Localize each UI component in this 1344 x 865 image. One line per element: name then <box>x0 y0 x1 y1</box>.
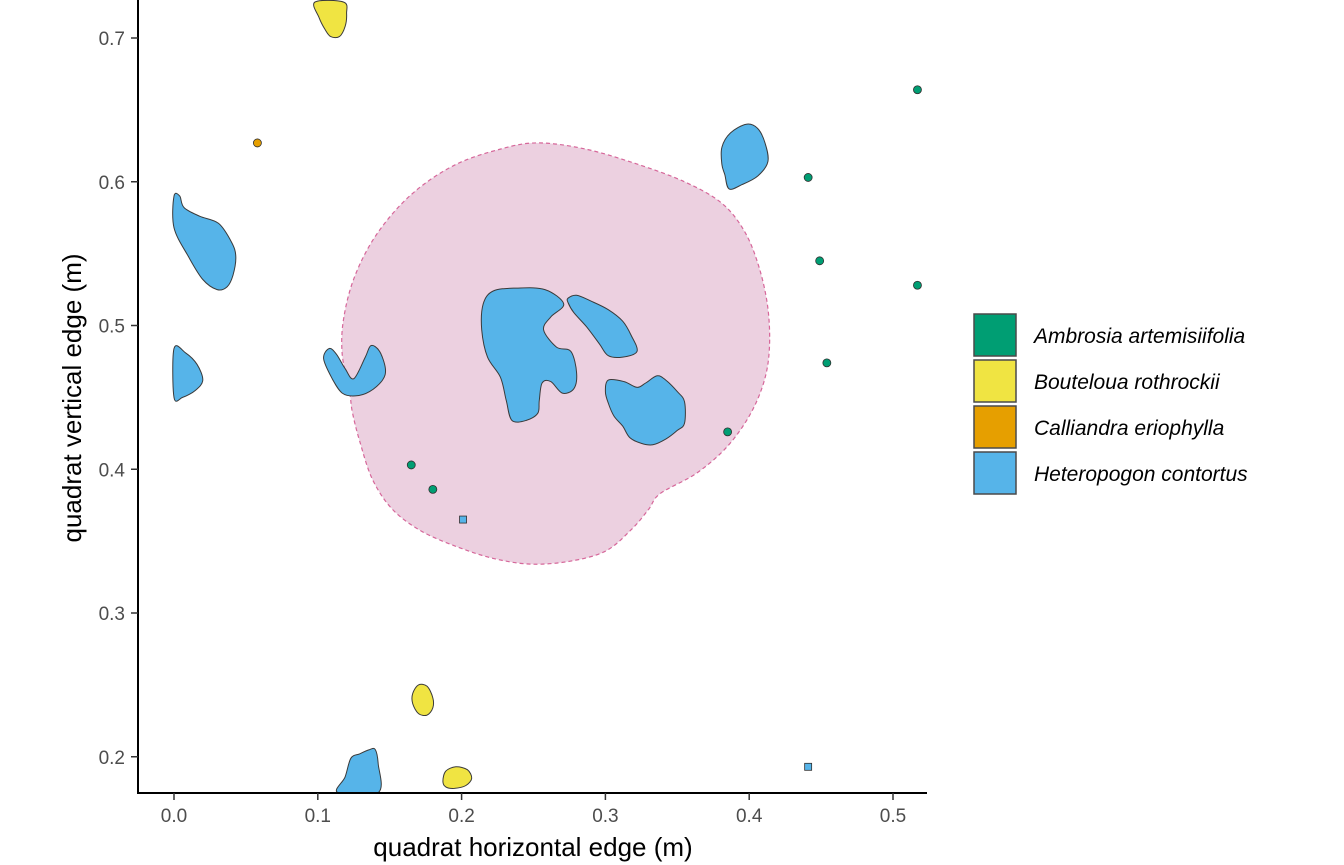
x-axis-title: quadrat horizontal edge (m) <box>373 832 692 862</box>
x-tick-label: 0.3 <box>592 806 618 827</box>
heteropogon-contortus-square-point <box>804 762 813 771</box>
heteropogon-contortus-patch <box>172 192 237 291</box>
legend-key-ambrosia-artemisiifolia <box>973 313 1017 357</box>
heteropogon-contortus-square-point <box>459 515 467 524</box>
x-tick-label: 0.1 <box>305 806 331 827</box>
y-tick-label: 0.6 <box>99 173 125 194</box>
y-tick-label: 0.7 <box>99 29 125 50</box>
ambrosia-artemisiifolia-point <box>428 484 438 494</box>
legend-label-calliandra-eriophylla: Calliandra eriophylla <box>1034 417 1224 440</box>
legend: Ambrosia artemisiifolia Bouteloua rothroc… <box>973 313 1248 495</box>
heteropogon-contortus-patch <box>480 287 578 423</box>
patch-layer <box>172 0 769 793</box>
x-tick-label: 0.0 <box>161 806 187 827</box>
legend-label-heteropogon-contortus: Heteropogon contortus <box>1034 463 1248 486</box>
y-tick-label: 0.4 <box>99 460 126 481</box>
bouteloua-rothrockii-patch <box>411 683 435 717</box>
ambrosia-artemisiifolia-point <box>406 460 416 470</box>
axes-layer <box>137 0 927 794</box>
bouteloua-rothrockii-patch <box>313 0 348 39</box>
ambrosia-artemisiifolia-point <box>815 256 825 266</box>
legend-label-bouteloua-rothrockii: Bouteloua rothrockii <box>1034 371 1221 394</box>
point-layer <box>253 85 922 771</box>
bouteloua-rothrockii-patch <box>442 766 473 789</box>
legend-key-heteropogon-contortus <box>973 451 1017 495</box>
ambrosia-artemisiifolia-point <box>913 85 922 95</box>
x-tick-label: 0.2 <box>448 806 474 827</box>
x-tick-layer: 0.0 0.1 0.2 0.3 0.4 0.5 <box>161 793 906 827</box>
legend-key-calliandra-eriophylla <box>973 405 1017 449</box>
y-axis-title: quadrat vertical edge (m) <box>57 253 87 542</box>
legend-key-bouteloua-rothrockii <box>973 359 1017 403</box>
ambrosia-artemisiifolia-point <box>723 427 733 437</box>
y-tick-layer: 0.2 0.3 0.4 0.5 0.6 0.7 <box>99 29 138 769</box>
heteropogon-contortus-patch <box>323 344 387 397</box>
heteropogon-contortus-patch <box>335 747 382 793</box>
heteropogon-contortus-patch <box>566 294 638 359</box>
y-tick-label: 0.3 <box>99 604 125 625</box>
x-tick-label: 0.4 <box>736 806 763 827</box>
calliandra-eriophylla-point <box>253 138 262 148</box>
y-tick-label: 0.2 <box>99 748 125 769</box>
heteropogon-contortus-patch <box>604 375 686 446</box>
ambrosia-artemisiifolia-point <box>803 173 813 182</box>
x-tick-label: 0.5 <box>880 806 906 827</box>
ambrosia-artemisiifolia-point <box>913 280 922 290</box>
legend-label-ambrosia-artemisiifolia: Ambrosia artemisiifolia <box>1032 325 1245 348</box>
y-tick-label: 0.5 <box>99 317 125 338</box>
heteropogon-contortus-patch <box>720 123 769 190</box>
heteropogon-contortus-patch <box>172 345 204 402</box>
ambrosia-artemisiifolia-point <box>822 358 832 368</box>
